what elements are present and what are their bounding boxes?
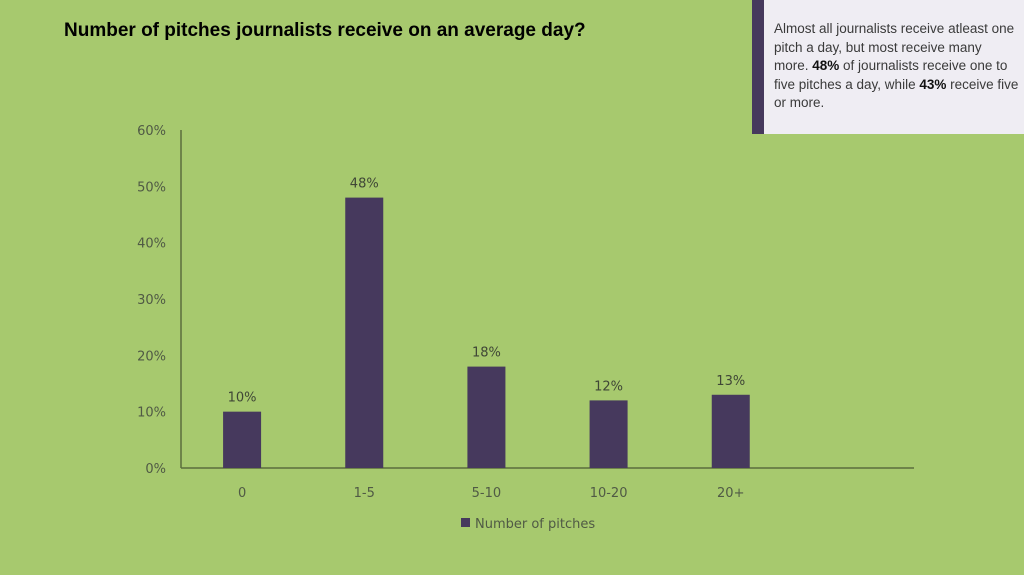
x-tick-label: 5-10 (472, 486, 502, 501)
note-accent-bar (752, 0, 764, 134)
note-part-2: of journalists receive one to five pitch… (774, 58, 1008, 92)
note-bold-2: 43% (919, 76, 947, 92)
bar-5-10 (467, 366, 506, 468)
y-tick-label: 20% (137, 349, 166, 364)
note-text: Almost all journalists receive atleast o… (774, 20, 1019, 113)
y-tick-label: 30% (137, 293, 166, 308)
note-part-1: Almost all journalists receive atleast o… (774, 21, 1015, 73)
x-tick-label: 10-20 (590, 486, 628, 501)
data-label: 10% (228, 391, 257, 406)
summary-note: Almost all journalists receive atleast o… (752, 0, 1024, 134)
bar-20+ (711, 394, 750, 468)
data-label: 18% (472, 346, 501, 361)
bar-0 (223, 411, 262, 468)
note-part-3: receive five or more. (774, 76, 1019, 111)
page-title: Number of pitches journalists receive on… (64, 20, 586, 41)
y-tick-label: 40% (137, 237, 166, 252)
x-tick-label: 1-5 (354, 486, 375, 501)
y-tick-label: 0% (145, 462, 166, 477)
y-tick-label: 10% (137, 406, 166, 421)
data-label: 12% (594, 379, 623, 394)
note-bold-1: 48% (812, 58, 840, 73)
x-tick-label: 20+ (717, 486, 744, 501)
bar-1-5 (345, 197, 384, 468)
data-label: 13% (716, 374, 745, 389)
x-tick-label: 0 (238, 486, 246, 501)
bar-10-20 (589, 400, 628, 468)
y-tick-label: 60% (137, 124, 166, 139)
data-label: 48% (350, 177, 379, 192)
legend-swatch (461, 518, 470, 527)
legend-label: Number of pitches (475, 517, 595, 532)
y-tick-label: 50% (137, 180, 166, 195)
